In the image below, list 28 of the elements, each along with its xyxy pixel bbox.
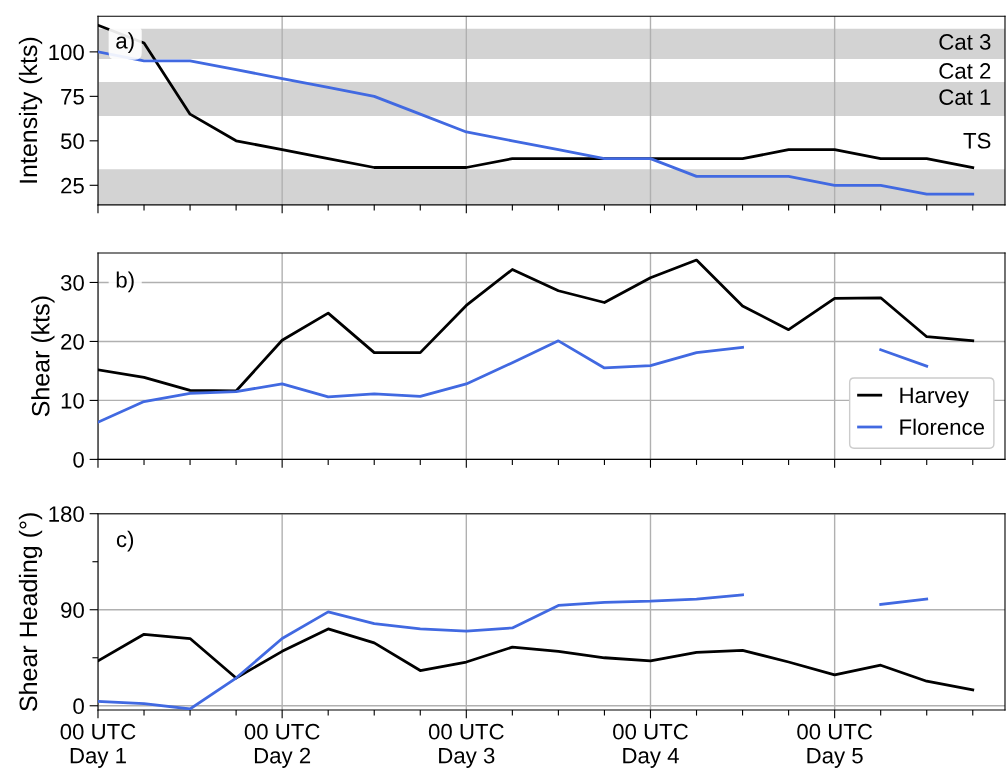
- y-tick-label: 25: [61, 177, 84, 194]
- annotation: a): [116, 32, 134, 54]
- y-axis-title: Intensity (kts): [18, 37, 43, 183]
- y-tick-label: 0: [73, 451, 84, 468]
- y-tick-label: 0: [73, 698, 84, 715]
- y-tick-label: 75: [61, 89, 84, 105]
- legend-label: Harvey: [900, 387, 969, 408]
- x-tick-label: 00 UTC Day 4: [613, 723, 688, 768]
- annotation: TS: [963, 132, 991, 149]
- legend-label: Florence: [900, 418, 985, 435]
- x-tick-label: 00 UTC Day 3: [428, 723, 504, 768]
- y-tick-label: 30: [60, 275, 84, 291]
- annotation: c): [116, 530, 134, 552]
- x-tick-label: 00 UTC Day 5: [797, 723, 873, 768]
- y-tick-label: 90: [61, 602, 84, 619]
- y-tick-label: 10: [61, 392, 84, 409]
- y-axis-title: Shear (kts): [31, 296, 55, 417]
- band-label: Cat 1: [939, 89, 991, 105]
- y-tick-label: 100: [49, 44, 84, 61]
- annotation: Cat 2: [939, 63, 991, 79]
- x-tick-label: 00 UTC Day 2: [244, 723, 320, 768]
- y-tick-label: 20: [61, 333, 84, 350]
- x-tick-label: 00 UTC Day 1: [60, 723, 136, 768]
- band-label: Cat 3: [939, 34, 991, 50]
- y-tick-label: 180: [49, 506, 84, 522]
- y-tick-label: 50: [60, 133, 84, 150]
- annotation: b): [116, 271, 134, 293]
- y-axis-title: Shear Heading (°): [18, 513, 43, 711]
